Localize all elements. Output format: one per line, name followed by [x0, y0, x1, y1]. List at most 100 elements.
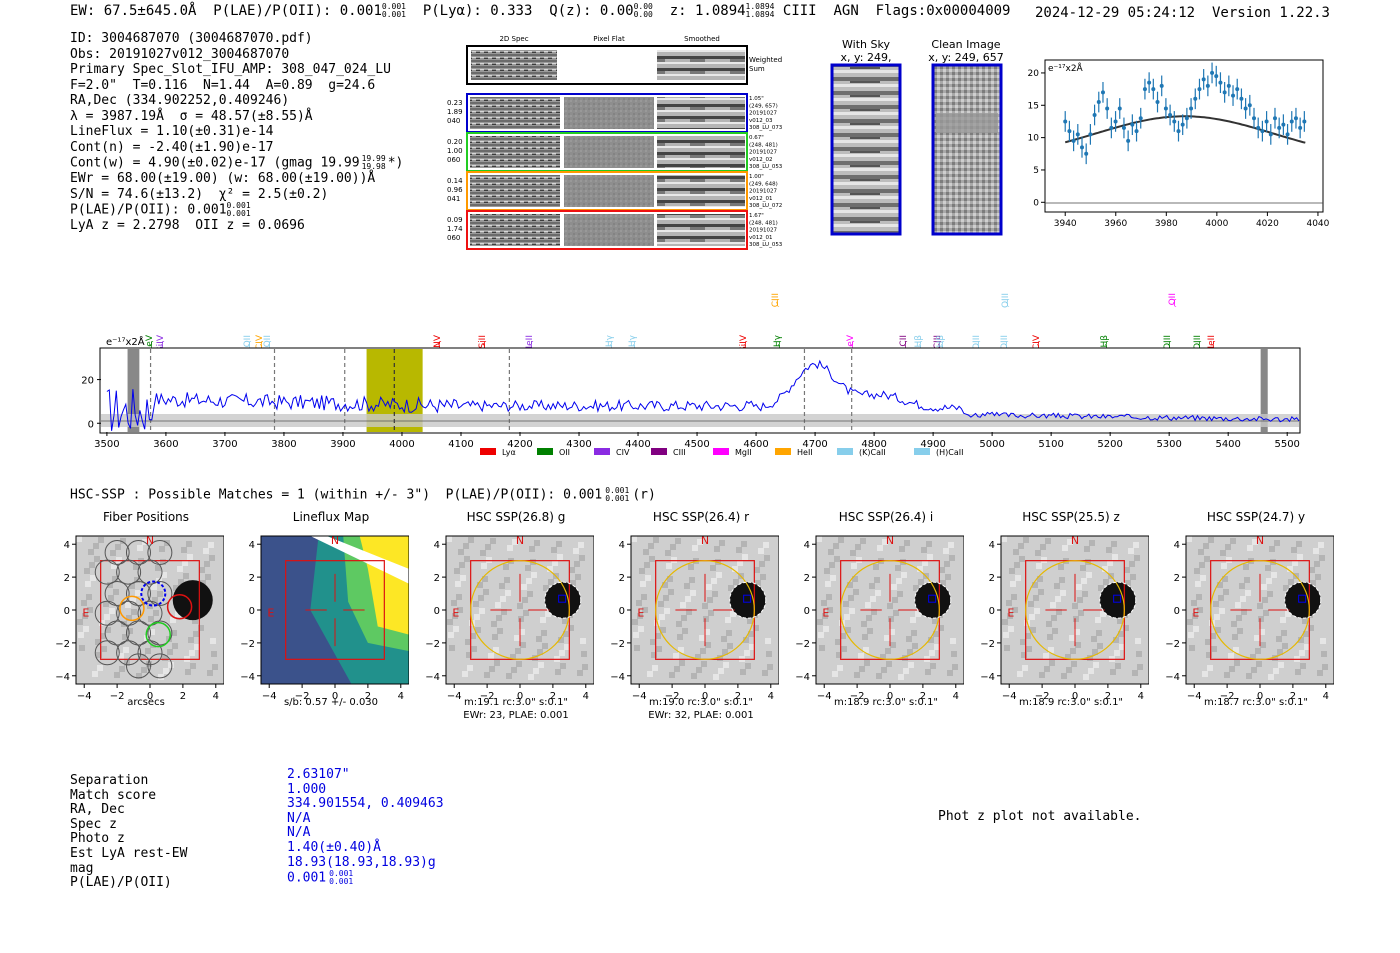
cutout-noise [193, 631, 199, 637]
cutout-noise [178, 579, 184, 585]
plae-value: P(LAE)/P(OII): 0.001 [213, 3, 382, 19]
cutout-noise [85, 581, 91, 587]
cutout-noise [493, 647, 499, 653]
legend-swatch [775, 448, 791, 455]
cutout-noise [158, 674, 164, 680]
cutout-ytick-label: 0 [64, 606, 70, 617]
cutout-noise [208, 542, 214, 548]
line-id-label: OIII [1001, 293, 1011, 308]
fit-point [1096, 100, 1101, 105]
fit-point [1272, 116, 1277, 121]
cutout-noise [203, 548, 209, 554]
cutout-noise [655, 633, 661, 639]
cutout-noise [685, 596, 691, 602]
fit-unit-label: e⁻¹⁷x2Å [1048, 62, 1084, 74]
cutout-noise [1058, 564, 1064, 570]
cutout-noise [146, 661, 152, 667]
cutout-noise [867, 628, 873, 634]
cutout-noise [855, 544, 861, 550]
cutout-noise [833, 543, 839, 549]
line-id-bracket: { [482, 340, 487, 349]
fit-point [1235, 87, 1240, 92]
bright-source [914, 582, 951, 619]
cutout-noise [1267, 591, 1273, 597]
fit-point [1138, 116, 1143, 121]
cutout-noise [1282, 643, 1288, 649]
line-id-label: OII [263, 335, 273, 347]
line-id-label: HeII [1207, 335, 1217, 353]
cutout-ytick-label: 0 [619, 606, 625, 617]
cutout-noise [479, 608, 485, 614]
cutout-noise [888, 616, 894, 622]
cutout-noise [1089, 540, 1095, 546]
cutout-noise [489, 666, 495, 672]
cutout-caption-2: EWr: 32, PLAE: 0.001 [648, 710, 754, 721]
cutout-noise [89, 562, 95, 568]
weighted-sum-smoothed [657, 50, 745, 80]
fit-point [1163, 106, 1168, 111]
cutout-noise [648, 543, 654, 549]
cutout-noise [710, 565, 716, 571]
cutout-noise [634, 645, 640, 651]
bright-source [1099, 582, 1136, 619]
cutout-noise [1137, 664, 1143, 670]
cutout-noise [81, 600, 87, 606]
cutout-noise [1084, 546, 1090, 552]
cutout-noise [1065, 654, 1071, 660]
cutout-noise [863, 647, 869, 653]
cutout-xtick-label: 0 [147, 691, 153, 702]
cutout-noise [185, 669, 191, 675]
cutout-noise [1214, 614, 1220, 620]
fit-point [1205, 83, 1210, 88]
cutout-noise [1195, 581, 1201, 587]
cutout-caption: m:18.9 rc:3.0" s:0.1" [1018, 697, 1124, 708]
cutout-noise [1026, 646, 1032, 652]
fit-ytick-label: 0 [1033, 198, 1039, 208]
cutout-noise [1240, 596, 1246, 602]
cutout-noise [653, 537, 659, 543]
fit-xtick-label: 3980 [1155, 219, 1178, 229]
cutout-xtick-label: 0 [887, 691, 893, 702]
cutout-noise [1298, 637, 1304, 643]
match-label: Spec z [70, 816, 117, 832]
cutout-ytick-label: 4 [64, 540, 70, 551]
legend-label: (K)CaII [859, 448, 886, 457]
legend-label: (H)CaII [936, 448, 963, 457]
cutout-noise [1251, 667, 1257, 673]
cutout-noise [545, 611, 551, 617]
cutout-noise [108, 595, 114, 601]
cutout-noise [700, 648, 706, 654]
cutout-noise [190, 663, 196, 669]
smoothed-header: Smoothed [684, 35, 720, 43]
cutout-noise [939, 567, 945, 573]
cutout-noise [1041, 557, 1047, 563]
cutout-title: HSC SSP(25.5) z [1022, 510, 1120, 524]
line-id-bracket: { [1104, 340, 1109, 349]
match-value: 18.93(18.93,18.93)g [287, 854, 436, 870]
cutout-noise [1060, 590, 1066, 596]
cutout-noise [525, 565, 531, 571]
cutout-noise [1052, 628, 1058, 634]
fit-point [1260, 129, 1265, 134]
cutout-noise [531, 572, 537, 578]
cutout-noise [744, 650, 750, 656]
cutout-noise [850, 550, 856, 556]
cutout-caption: m:19.0 rc:3.0" s:0.1" [648, 697, 754, 708]
cutout-noise [723, 662, 729, 668]
cutout-ytick-label: −2 [425, 639, 440, 650]
line-id-label: CII [899, 335, 909, 347]
cutout-noise [533, 668, 539, 674]
fit-point [1142, 87, 1147, 92]
spec-xtick-label: 4600 [743, 439, 768, 450]
cutout-noise [714, 546, 720, 552]
cutout-noise [1243, 564, 1249, 570]
cutout-noise [835, 639, 841, 645]
full-spectrum: NeV{SiIV{OII{CIV{OII{NV{SiII{HeII{Hγ{Hγ{… [81, 293, 1301, 457]
spec-row-smoothed [657, 97, 745, 129]
cutout-noise [1111, 541, 1117, 547]
cutout-noise [1011, 594, 1017, 600]
cutout-noise [471, 646, 477, 652]
fiber-circle [125, 539, 151, 565]
cutout-noise [1114, 650, 1120, 656]
fit-point [1201, 77, 1206, 82]
